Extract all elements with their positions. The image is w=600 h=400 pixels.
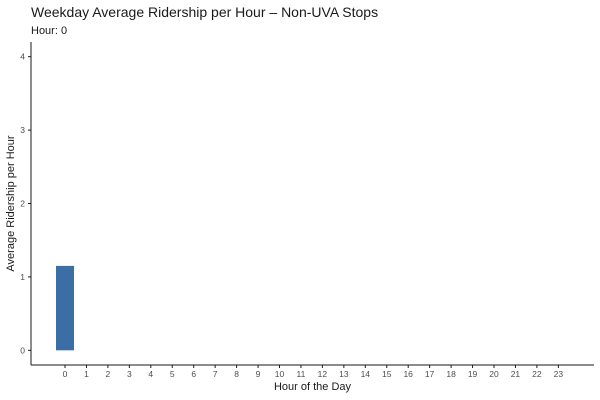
x-tick-label: 22 bbox=[532, 369, 542, 379]
y-tick-label: 2 bbox=[20, 199, 25, 209]
y-tick-label: 4 bbox=[20, 52, 25, 62]
bars-group bbox=[56, 265, 74, 351]
x-axis-title: Hour of the Day bbox=[274, 381, 352, 393]
x-tick-label: 21 bbox=[511, 369, 521, 379]
x-tick-label: 3 bbox=[127, 369, 132, 379]
x-tick-label: 9 bbox=[256, 369, 261, 379]
x-tick-label: 6 bbox=[191, 369, 196, 379]
x-tick-label: 2 bbox=[106, 369, 111, 379]
y-axis: 0 1 2 3 4 bbox=[20, 42, 32, 365]
x-tick-label: 23 bbox=[554, 369, 564, 379]
x-tick-label: 7 bbox=[213, 369, 218, 379]
x-tick-label: 8 bbox=[234, 369, 239, 379]
y-tick-label: 1 bbox=[20, 272, 25, 282]
chart-title: Weekday Average Ridership per Hour – Non… bbox=[31, 4, 379, 20]
x-tick-label: 19 bbox=[468, 369, 478, 379]
chart-subtitle: Hour: 0 bbox=[31, 25, 68, 37]
x-tick-label: 5 bbox=[170, 369, 175, 379]
x-tick-label: 15 bbox=[382, 369, 392, 379]
x-tick-label: 20 bbox=[489, 369, 499, 379]
x-tick-label: 14 bbox=[361, 369, 371, 379]
x-tick-label: 18 bbox=[446, 369, 456, 379]
bar-hour-0 bbox=[56, 265, 74, 351]
x-tick-label: 1 bbox=[84, 369, 89, 379]
x-axis: 0 1 2 3 4 5 6 7 8 9 10 11 12 13 14 15 16 17 18 19 20 21 22 23 bbox=[31, 364, 594, 379]
y-tick-label: 3 bbox=[20, 125, 25, 135]
x-tick-label: 4 bbox=[148, 369, 153, 379]
x-tick-label: 0 bbox=[63, 369, 68, 379]
y-axis-title: Average Ridership per Hour bbox=[5, 135, 17, 271]
y-tick-label: 0 bbox=[20, 345, 25, 355]
x-tick-label: 11 bbox=[297, 369, 306, 379]
x-tick-label: 12 bbox=[318, 369, 328, 379]
x-tick-label: 17 bbox=[425, 369, 435, 379]
x-tick-label: 16 bbox=[403, 369, 413, 379]
x-tick-label: 13 bbox=[339, 369, 349, 379]
x-tick-label: 10 bbox=[275, 369, 285, 379]
